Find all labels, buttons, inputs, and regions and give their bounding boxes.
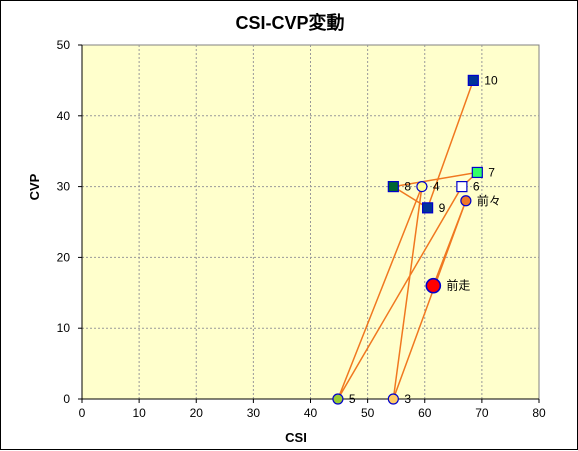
data-point (467, 74, 479, 87)
data-point (460, 195, 472, 207)
data-point (425, 277, 442, 294)
y-axis-ticks: 0 10 20 30 40 50 (57, 38, 82, 406)
data-point (422, 202, 434, 214)
data-points: 前走 前々 3 4 5 67 8 9 10 (332, 73, 501, 406)
data-point (416, 181, 428, 193)
point-label: 前々 (477, 193, 501, 208)
point-label: 7 (488, 165, 495, 179)
series-line (337, 80, 480, 400)
x-tick-label: 40 (304, 406, 318, 420)
data-point (471, 166, 483, 179)
y-tick-label: 30 (57, 180, 71, 194)
data-point (387, 393, 399, 405)
x-tick-label: 20 (190, 406, 204, 420)
point-label: 4 (433, 180, 440, 194)
point-label: 8 (404, 180, 411, 194)
x-tick-label: 30 (247, 406, 261, 420)
x-tick-label: 50 (361, 406, 375, 420)
y-tick-label: 40 (57, 109, 71, 123)
y-tick-label: 50 (57, 38, 71, 52)
point-label: 10 (484, 73, 498, 87)
y-tick-label: 20 (57, 250, 71, 264)
point-label: 前走 (446, 278, 470, 293)
x-tick-label: 60 (418, 406, 432, 420)
y-axis-label: CVP (27, 173, 42, 200)
x-axis-ticks: 0 10 20 30 40 50 60 70 80 (79, 399, 546, 420)
x-tick-label: 0 (79, 406, 86, 420)
x-tick-label: 80 (532, 406, 546, 420)
point-label: 6 (473, 180, 480, 194)
x-axis-label: CSI (285, 430, 307, 445)
point-label: 3 (404, 392, 411, 406)
chart-title: CSI-CVP変動 (235, 12, 344, 33)
x-tick-label: 70 (475, 406, 489, 420)
point-label: 9 (439, 201, 446, 215)
x-tick-label: 10 (132, 406, 146, 420)
point-label: 5 (349, 392, 356, 406)
series-polyline (337, 80, 480, 400)
data-point (456, 181, 468, 193)
data-point (387, 181, 399, 193)
y-tick-label: 0 (63, 392, 70, 406)
data-point (332, 393, 344, 405)
y-tick-label: 10 (57, 321, 71, 335)
